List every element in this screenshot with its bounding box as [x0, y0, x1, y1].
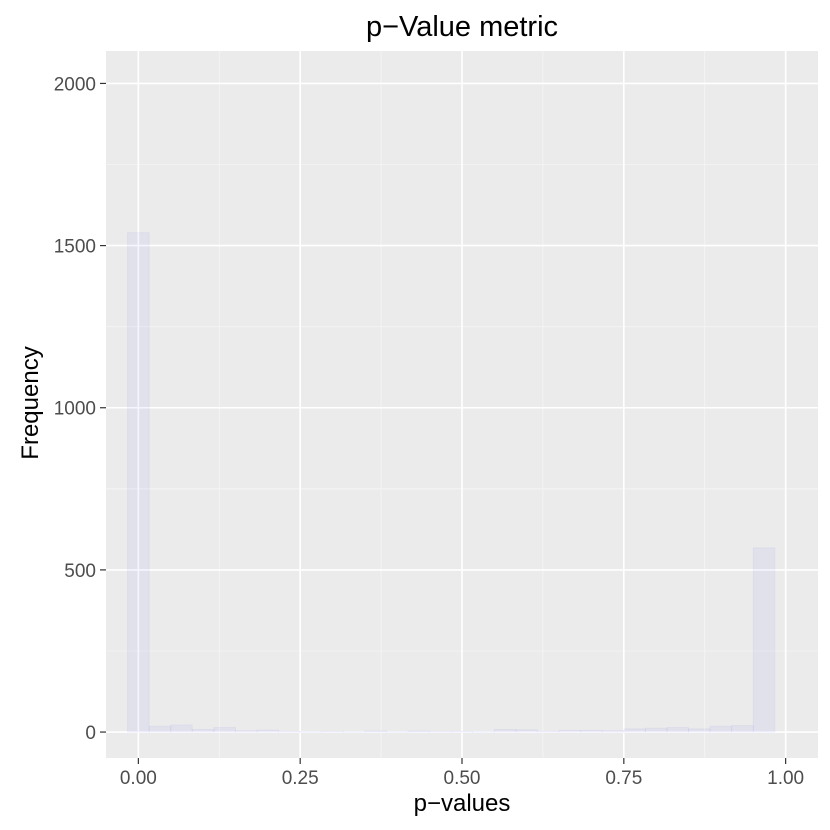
histogram-bars	[127, 232, 776, 733]
x-tick-label: 0.00	[120, 768, 157, 789]
histogram-bar	[148, 725, 172, 733]
histogram-bar	[688, 728, 711, 733]
histogram-bar	[213, 727, 236, 733]
y-axis-title: Frequency	[17, 346, 44, 459]
histogram-bar	[234, 730, 258, 733]
y-tick-label: 2000	[54, 74, 96, 95]
histogram-bar	[429, 730, 452, 733]
histogram-bar	[299, 731, 323, 733]
x-tick-label: 0.50	[444, 768, 481, 789]
y-tick-label: 0	[85, 723, 96, 744]
histogram-bar	[537, 730, 560, 733]
x-axis: 0.00 0.25 0.50 0.75 1.00	[120, 758, 804, 789]
y-tick-label: 1500	[54, 237, 96, 258]
histogram-bar	[558, 729, 582, 733]
histogram-bar	[256, 729, 280, 733]
histogram-bar	[644, 727, 668, 733]
x-tick-label: 0.75	[605, 768, 642, 789]
histogram-bar	[127, 232, 150, 733]
histogram-bar	[472, 731, 495, 733]
histogram-bar	[407, 730, 431, 733]
histogram-bar	[342, 731, 366, 733]
histogram-bar	[191, 728, 215, 733]
histogram-bar	[493, 728, 517, 733]
histogram-bar	[450, 730, 474, 733]
histogram-bar	[601, 730, 625, 733]
histogram-bar	[666, 727, 690, 733]
histogram-bar	[321, 730, 344, 733]
chart-title: p−Value metric	[366, 11, 558, 43]
histogram-bar	[623, 728, 646, 733]
y-tick-label: 500	[64, 561, 96, 582]
histogram-bar	[752, 547, 776, 733]
x-tick-label: 1.00	[767, 768, 804, 789]
histogram-bar	[580, 729, 603, 733]
histogram-bar	[515, 729, 539, 733]
histogram-bar	[278, 730, 301, 733]
major-gridlines	[106, 51, 818, 758]
histogram-bar	[364, 730, 387, 733]
histogram-bar	[709, 725, 733, 733]
histogram-bar	[731, 725, 754, 733]
histogram-bar	[385, 731, 409, 733]
histogram-bar	[170, 724, 193, 733]
x-tick-label: 0.25	[282, 768, 319, 789]
x-axis-title: p−values	[414, 790, 511, 817]
y-tick-label: 1000	[54, 399, 96, 420]
y-axis: 0 500 1000 1500 2000	[54, 74, 106, 744]
